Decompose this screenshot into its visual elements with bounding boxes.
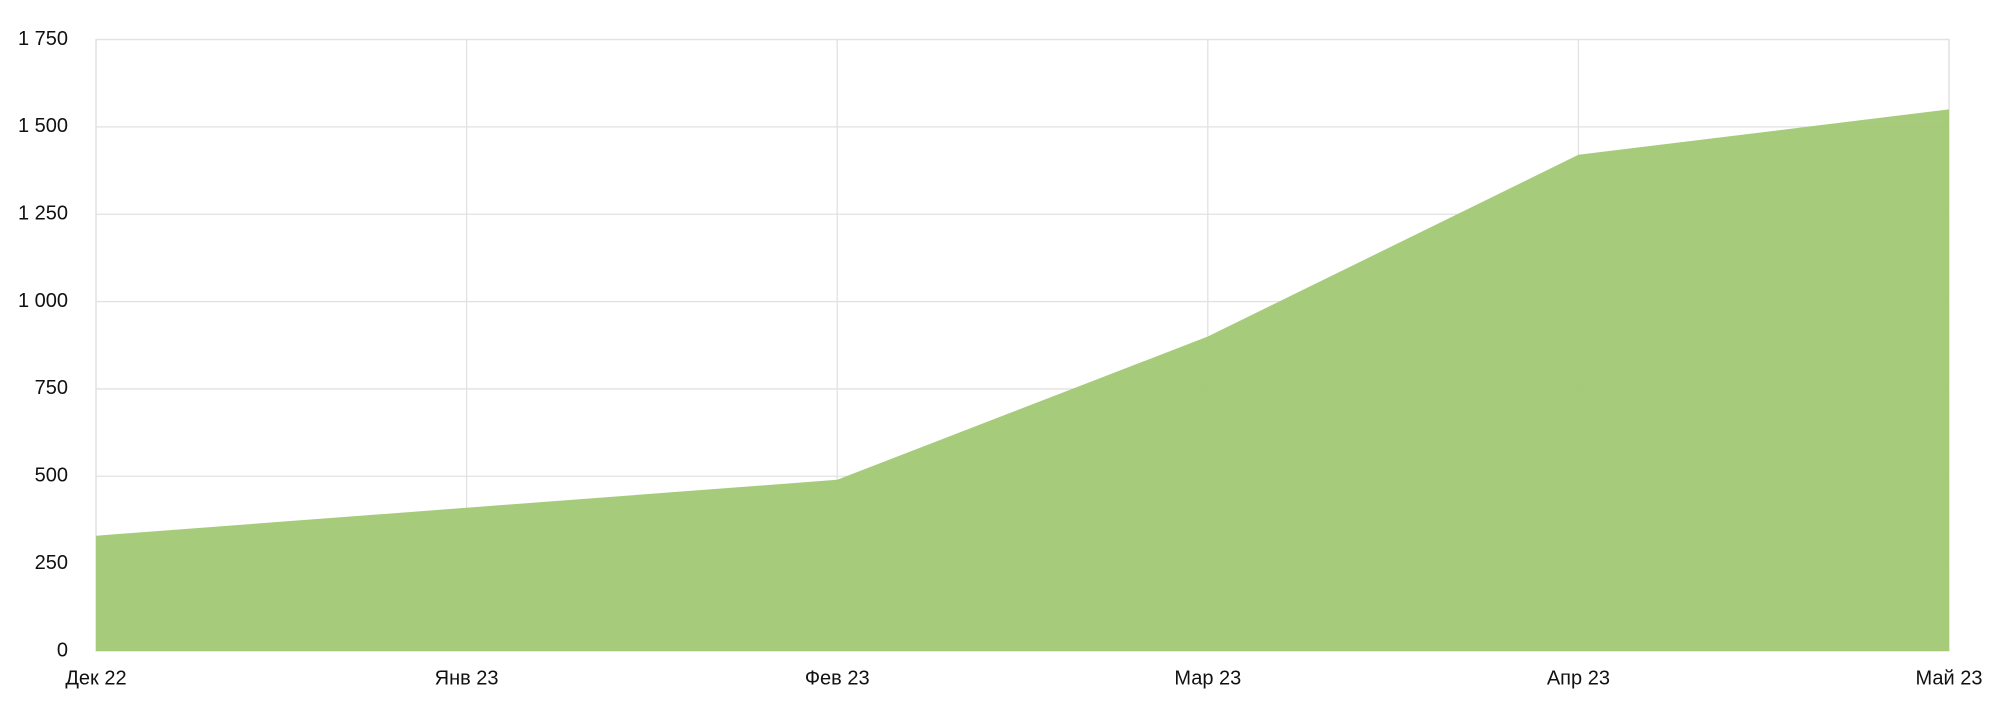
y-tick-label: 1 250 <box>18 202 68 224</box>
y-tick-label: 250 <box>35 552 68 574</box>
y-tick-label: 1 750 <box>18 28 68 50</box>
y-tick-label: 500 <box>35 465 68 487</box>
x-tick-label: Мар 23 <box>1174 667 1241 689</box>
x-tick-label: Май 23 <box>1916 667 1983 689</box>
x-tick-label: Дек 22 <box>65 667 126 689</box>
x-tick-label: Апр 23 <box>1547 667 1610 689</box>
x-tick-label: Янв 23 <box>435 667 499 689</box>
y-tick-label: 0 <box>57 639 68 661</box>
y-tick-label: 1 500 <box>18 115 68 137</box>
x-tick-label: Фев 23 <box>805 667 870 689</box>
area <box>96 109 1949 651</box>
y-tick-label: 750 <box>35 377 68 399</box>
y-tick-label: 1 000 <box>18 290 68 312</box>
